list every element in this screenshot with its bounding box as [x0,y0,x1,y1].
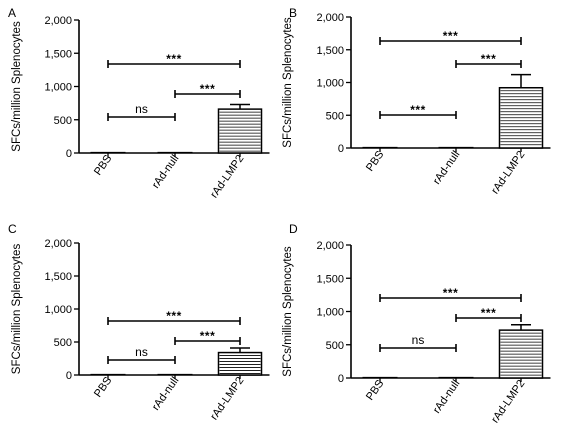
significance-label: *** [443,286,459,300]
y-tick-label: 1,000 [316,78,344,90]
x-tick-label: PBS [364,149,386,174]
chart-panel-c: C 0 500 1,000 1,500 2,000 SFCs/million Splenoc… [8,222,270,422]
panel-label: B [289,6,297,20]
y-tick-label: 500 [326,340,344,352]
y-tick-label: 2,000 [316,240,344,252]
x-tick-label: rAd-LMP2 [489,378,527,425]
y-tick-label: 1,000 [44,304,72,316]
significance-label: *** [200,329,216,343]
x-tick-label: PBS [92,375,114,400]
chart-panel-b: B 0 500 1,000 1,500 2,000 SFCs/million Splenoc… [282,6,551,196]
y-tick-label: 1,500 [316,45,344,57]
significance-label: *** [481,52,497,66]
panel-label: D [289,222,298,236]
significance-label: ns [412,333,425,347]
y-axis-title: SFCs/million Splenocytes [282,246,294,377]
significance-label: *** [443,29,459,43]
significance-label: *** [166,309,182,323]
x-tick-label: rAd-null [431,378,463,416]
y-tick-label: 500 [54,337,72,349]
y-tick-label: 0 [66,370,72,382]
y-tick-label: 0 [338,373,344,385]
y-tick-label: 2,000 [316,12,344,24]
x-tick-label: rAd-null [150,153,182,191]
y-tick-label: 1,000 [316,307,344,319]
panel-label: A [8,6,16,20]
significance-label: ns [135,345,148,359]
significance-label: *** [481,306,497,320]
significance-label: *** [410,103,426,117]
x-tick-label: rAd-LMP2 [208,375,246,422]
x-tick-label: rAd-LMP2 [208,153,246,200]
significance-label: *** [200,82,216,96]
x-tick-label: rAd-LMP2 [489,149,527,196]
y-tick-label: 2,000 [44,15,72,27]
chart-panel-a: A 0 500 1,000 1,500 2,000 SFCs/million Splenoc… [8,6,270,200]
y-tick-label: 0 [338,143,344,155]
y-tick-label: 1,500 [44,271,72,283]
chart-panel-d: D 0 500 1,000 1,500 2,000 SFCs/million Splenoc… [282,222,551,425]
y-axis-title: SFCs/million Splenocytes [282,17,294,148]
y-axis-title: SFCs/million Splenocytes [11,244,23,375]
x-tick-label: rAd-null [150,375,182,413]
x-tick-label: PBS [364,378,386,403]
panel-label: C [8,222,17,236]
y-tick-label: 1,500 [316,273,344,285]
y-axis-title: SFCs/million Splenocytes [11,21,23,152]
x-tick-label: rAd-null [431,149,463,187]
x-tick-label: PBS [92,153,114,178]
y-tick-label: 2,000 [44,238,72,250]
bar [217,108,263,154]
y-tick-label: 1,000 [44,82,72,94]
y-tick-label: 500 [54,115,72,127]
significance-label: ns [135,102,148,116]
significance-label: *** [166,52,182,66]
y-tick-label: 500 [326,110,344,122]
y-tick-label: 0 [66,148,72,160]
y-tick-label: 1,500 [44,48,72,60]
